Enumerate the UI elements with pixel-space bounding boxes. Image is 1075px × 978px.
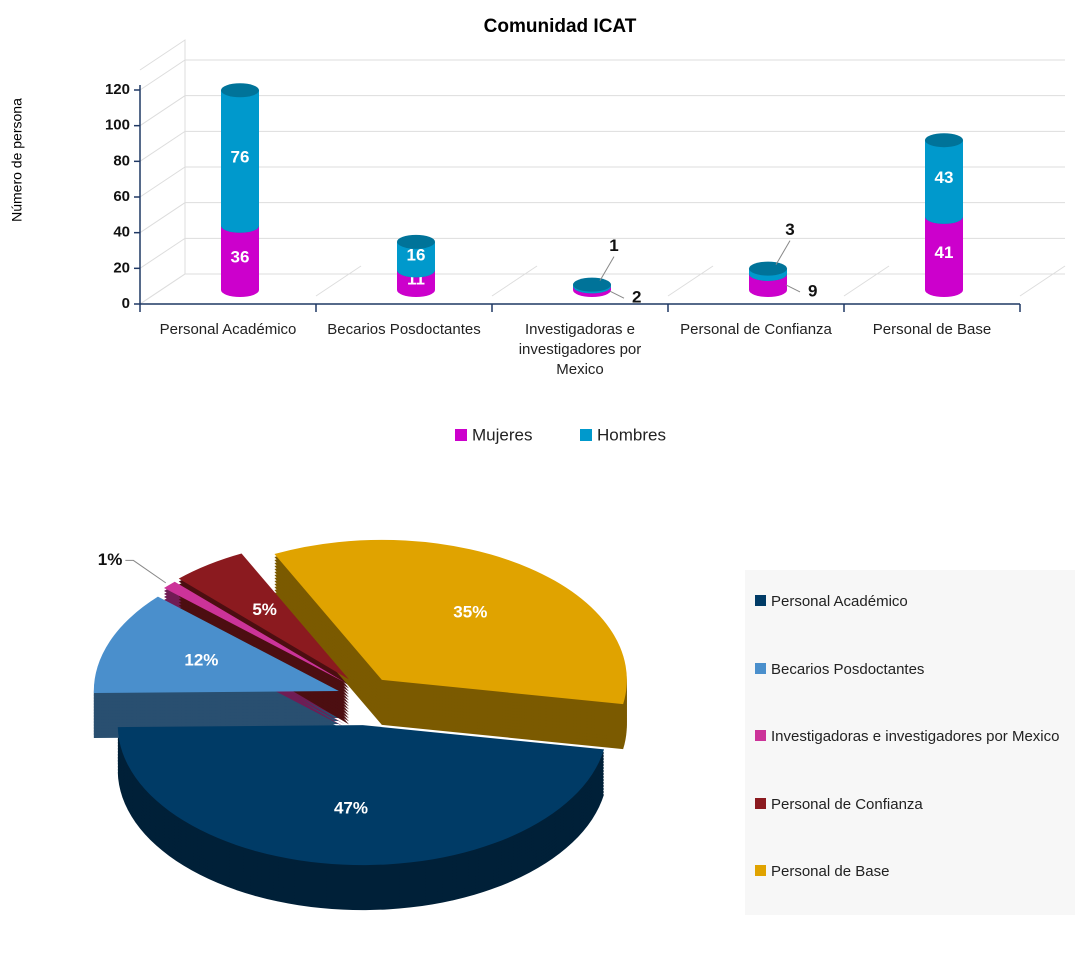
cylinder-part [221,225,259,297]
legend-entry: Investigadoras e investigadores por Mexi… [755,727,1075,747]
legend-label: Investigadoras e investigadores por Mexi… [771,728,1060,745]
pie-slice [178,553,349,680]
legend-label: Personal de Confianza [771,796,923,813]
legend-entry: Becarios Posdoctantes [755,660,1075,680]
cylinder-part [397,241,435,278]
pie-slice [93,596,339,694]
data-label: 43 [935,168,954,187]
data-label: 35% [453,602,487,621]
pie-slice [274,539,627,705]
legend-label: Mujeres [472,425,532,444]
legend-swatch [580,429,592,441]
data-label: 2 [632,288,641,307]
y-axis-label: Número de persona [9,98,25,222]
grid-line [139,95,1065,127]
bar-segment [221,83,259,233]
grid-line [139,59,1065,91]
bar-segment [573,277,611,294]
cylinder-part [925,140,963,224]
leader-line [609,290,625,299]
y-tick-label: 120 [105,81,130,98]
y-tick-label: 60 [113,188,130,205]
pie-slice [117,725,605,866]
legend-swatch [455,429,467,441]
legend-label: Personal de Base [771,863,890,880]
bar-segment [749,261,787,281]
leader-line [599,256,615,281]
floor-line [667,265,714,297]
legend-label: Personal Académico [771,593,908,610]
cylinder-part [397,234,435,249]
legend-entry: Personal Académico [755,592,1075,612]
grid-line [139,202,1065,234]
data-label: 1 [609,236,618,255]
x-tick-label: Personal Académico [159,321,297,338]
y-tick-label: 0 [122,295,130,312]
grid-line [139,130,1065,162]
x-tick-label: Investigadoras e investigadores por Mexi… [518,321,642,378]
data-label: 16 [407,246,426,265]
legend-label: Becarios Posdoctantes [771,661,925,678]
cylinder-part [925,216,963,297]
legend-swatch [755,730,766,741]
cylinder-part [221,83,259,98]
cylinder-part [221,90,259,233]
legend-swatch [755,798,766,809]
x-tick-label: Personal de Confianza [680,321,832,338]
floor-line [315,265,362,297]
cylinder-part [749,261,787,276]
legend-entry: Personal de Base [755,862,1075,882]
data-label: 1% [98,550,123,569]
legend-box [745,570,1075,915]
data-label: 41 [935,243,954,262]
legend-entry: Personal de Confianza [755,795,1075,815]
floor-line [1019,265,1066,297]
cylinder-part [573,277,611,292]
legend-label: Hombres [597,425,666,444]
legend-swatch [755,663,766,674]
x-tick-label: Personal de Base [872,321,992,338]
leader-line [125,559,167,584]
data-label: 12% [184,651,218,670]
grid-line [139,166,1065,198]
cylinder-part [925,133,963,148]
bar-segment [925,133,963,224]
cylinder-part [397,270,435,297]
y-tick-label: 80 [113,152,130,169]
leader-line [785,284,801,293]
data-label: 9 [808,281,817,300]
x-tick-label: Becarios Posdoctantes [327,321,481,338]
bar-segment [397,234,435,278]
data-label: 3 [785,220,794,239]
y-tick-label: 20 [113,259,130,276]
data-label: 47% [334,798,368,817]
chart-title: Comunidad ICAT [484,16,637,37]
legend-swatch [755,595,766,606]
data-label: 76 [231,148,250,167]
y-tick-label: 100 [105,117,130,134]
grid-line [139,237,1065,269]
floor-line [843,265,890,297]
y-tick-label: 40 [113,224,130,241]
data-label: 5% [252,600,277,619]
legend-swatch [755,865,766,876]
floor-line [491,265,538,297]
leader-line [775,240,791,265]
pie-slice [164,581,345,683]
data-label: 36 [231,247,250,266]
